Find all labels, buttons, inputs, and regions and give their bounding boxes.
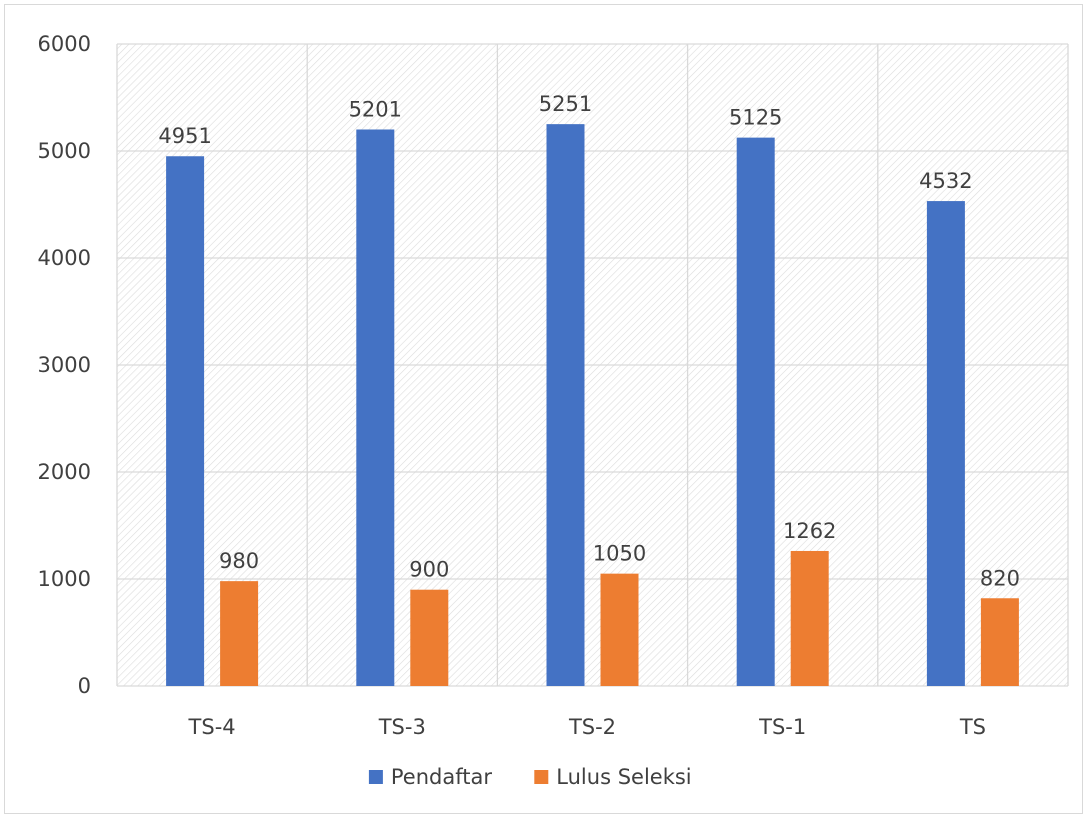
bar-lulus-seleksi xyxy=(220,581,259,686)
x-tick-label: TS-4 xyxy=(188,715,236,739)
data-label: 820 xyxy=(980,566,1020,590)
legend-swatch xyxy=(534,770,549,784)
data-label: 1262 xyxy=(783,519,836,543)
data-label: 900 xyxy=(409,558,449,582)
bar-lulus-seleksi xyxy=(790,550,829,686)
chart-frame: 0 1000 2000 3000 4000 5000 6000 4951 980 5201 900… xyxy=(4,4,1083,814)
legend-swatch xyxy=(368,770,383,784)
data-label: 5201 xyxy=(349,97,402,121)
y-tick-label: 2000 xyxy=(38,460,91,484)
data-label: 4951 xyxy=(158,124,211,148)
bar-lulus-seleksi xyxy=(980,598,1019,686)
bar-pendaftar xyxy=(736,137,775,686)
data-label: 1050 xyxy=(593,542,646,566)
x-tick-label: TS-1 xyxy=(758,715,806,739)
bar-lulus-seleksi xyxy=(410,589,449,686)
x-tick-label: TS-2 xyxy=(568,715,616,739)
y-tick-label: 4000 xyxy=(38,246,91,270)
legend-label: Lulus Seleksi xyxy=(556,765,691,789)
bar-lulus-seleksi xyxy=(600,573,639,686)
data-label: 980 xyxy=(219,549,259,573)
bar-chart: 0 1000 2000 3000 4000 5000 6000 4951 980 5201 900… xyxy=(38,32,1069,789)
data-label: 5251 xyxy=(539,92,592,116)
data-label: 4532 xyxy=(919,169,972,193)
y-tick-label: 5000 xyxy=(38,139,91,163)
bar-pendaftar xyxy=(926,201,965,687)
bar-pendaftar xyxy=(166,156,205,687)
y-tick-label: 0 xyxy=(78,674,91,698)
x-tick-label: TS xyxy=(959,715,986,739)
y-tick-label: 1000 xyxy=(38,567,91,591)
legend-label: Pendaftar xyxy=(391,765,492,789)
bar-pendaftar xyxy=(546,124,585,686)
x-tick-label: TS-3 xyxy=(378,715,426,739)
y-tick-label: 6000 xyxy=(38,32,91,56)
data-label: 5125 xyxy=(729,106,782,130)
bar-pendaftar xyxy=(356,129,395,687)
y-tick-label: 3000 xyxy=(38,353,91,377)
